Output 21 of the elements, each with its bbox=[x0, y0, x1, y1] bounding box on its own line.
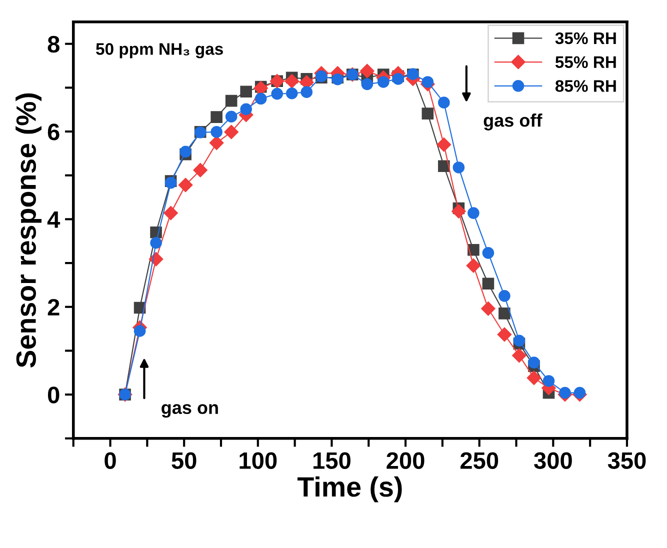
legend-label: 55% RH bbox=[555, 56, 616, 68]
x-axis-title: Time (s) bbox=[297, 476, 402, 502]
legend-label: 35% RH bbox=[555, 32, 616, 44]
y-tick-label: 8 bbox=[48, 36, 60, 53]
y-tick-label: 4 bbox=[47, 212, 60, 228]
y-tick-label: 2 bbox=[48, 298, 60, 316]
x-tick-label: 50 bbox=[172, 452, 196, 469]
x-tick-label: 300 bbox=[534, 452, 572, 469]
x-tick-label: 200 bbox=[386, 452, 424, 469]
annotation: gas on bbox=[162, 404, 218, 418]
x-tick-label: 350 bbox=[608, 452, 646, 469]
x-tick-label: 100 bbox=[240, 452, 277, 469]
y-tick-label: 6 bbox=[48, 124, 60, 140]
annotation: gas off bbox=[484, 114, 542, 130]
y-axis-title: Sensor response (%) bbox=[16, 93, 42, 368]
legend-label: 85% RH bbox=[555, 80, 616, 92]
annotation: 50 ppm NH₃ gas bbox=[96, 43, 223, 58]
y-tick-label: 0 bbox=[48, 386, 60, 404]
x-tick-label: 0 bbox=[104, 452, 116, 469]
x-tick-label: 250 bbox=[460, 452, 498, 469]
x-tick-label: 150 bbox=[314, 452, 350, 469]
